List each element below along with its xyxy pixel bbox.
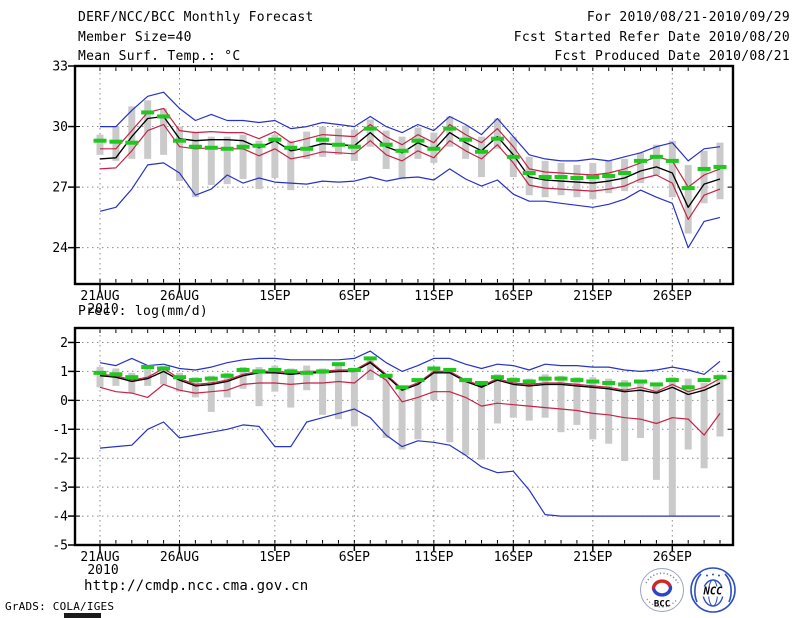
svg-text:26SEP: 26SEP <box>653 289 692 304</box>
svg-text:21SEP: 21SEP <box>573 550 612 565</box>
prec-chart-title: Prec.: log(mm/d) <box>78 304 209 319</box>
ncc-star-icon <box>712 573 714 576</box>
svg-text:-1: -1 <box>52 423 68 438</box>
svg-text:16SEP: 16SEP <box>494 289 533 304</box>
bcc-logo-label: BCC <box>654 600 670 610</box>
svg-text:2010: 2010 <box>87 302 118 317</box>
svg-text:-3: -3 <box>52 481 68 496</box>
source-url: http://cmdp.ncc.cma.gov.cn <box>84 578 309 594</box>
svg-text:16SEP: 16SEP <box>494 550 533 565</box>
temp-chart-title: Mean Surf. Temp.: °C <box>78 49 241 64</box>
svg-text:24: 24 <box>52 241 68 256</box>
svg-text:1SEP: 1SEP <box>259 289 290 304</box>
ncc-star-icon <box>706 574 708 577</box>
ncc-logo: NCC <box>690 567 736 613</box>
svg-text:6SEP: 6SEP <box>339 550 370 565</box>
bcc-logo-top-text-arc <box>645 572 679 584</box>
svg-text:21SEP: 21SEP <box>573 289 612 304</box>
grads-credit: GrADS: COLA/IGES <box>5 600 115 613</box>
bcc-logo-bottom-text-arc <box>646 598 678 608</box>
svg-text:2: 2 <box>60 336 68 351</box>
bcc-swirl-red-icon <box>651 579 672 591</box>
svg-text:30: 30 <box>52 120 68 135</box>
svg-text:6SEP: 6SEP <box>339 289 370 304</box>
svg-text:33: 33 <box>52 60 68 75</box>
ncc-wreath-right-icon <box>724 573 732 603</box>
member-size-label: Member Size=40 <box>78 30 192 45</box>
svg-text:-4: -4 <box>52 510 68 525</box>
svg-text:26AUG: 26AUG <box>160 289 199 304</box>
svg-text:11SEP: 11SEP <box>414 289 453 304</box>
page-title: DERF/NCC/BCC Monthly Forecast <box>78 10 314 25</box>
fcst-started-label: Fcst Started Refer Date 2010/08/20 <box>513 30 790 45</box>
bcc-swirl-blue-icon <box>652 585 673 597</box>
svg-text:1SEP: 1SEP <box>259 550 290 565</box>
svg-text:26AUG: 26AUG <box>160 550 199 565</box>
svg-text:2010: 2010 <box>87 563 118 578</box>
svg-text:1: 1 <box>60 365 68 380</box>
ncc-label-band <box>699 586 727 597</box>
forecast-range-label: For 2010/08/21-2010/09/29 <box>586 10 790 25</box>
ncc-star-icon <box>718 574 720 577</box>
svg-text:-2: -2 <box>52 452 68 467</box>
screen-edge-artifact <box>64 613 101 618</box>
svg-text:27: 27 <box>52 181 68 196</box>
svg-text:21AUG: 21AUG <box>80 550 119 565</box>
bcc-logo-ring <box>640 568 684 612</box>
svg-text:21AUG: 21AUG <box>80 289 119 304</box>
ncc-logo-label: NCC <box>703 586 724 598</box>
ncc-wreath-left-icon <box>694 573 702 603</box>
bcc-logo: BCC <box>640 568 684 612</box>
svg-text:-5: -5 <box>52 539 68 554</box>
svg-text:0: 0 <box>60 394 68 409</box>
svg-text:11SEP: 11SEP <box>414 550 453 565</box>
svg-text:26SEP: 26SEP <box>653 550 692 565</box>
fcst-produced-label: Fcst Produced Date 2010/08/21 <box>554 49 790 64</box>
